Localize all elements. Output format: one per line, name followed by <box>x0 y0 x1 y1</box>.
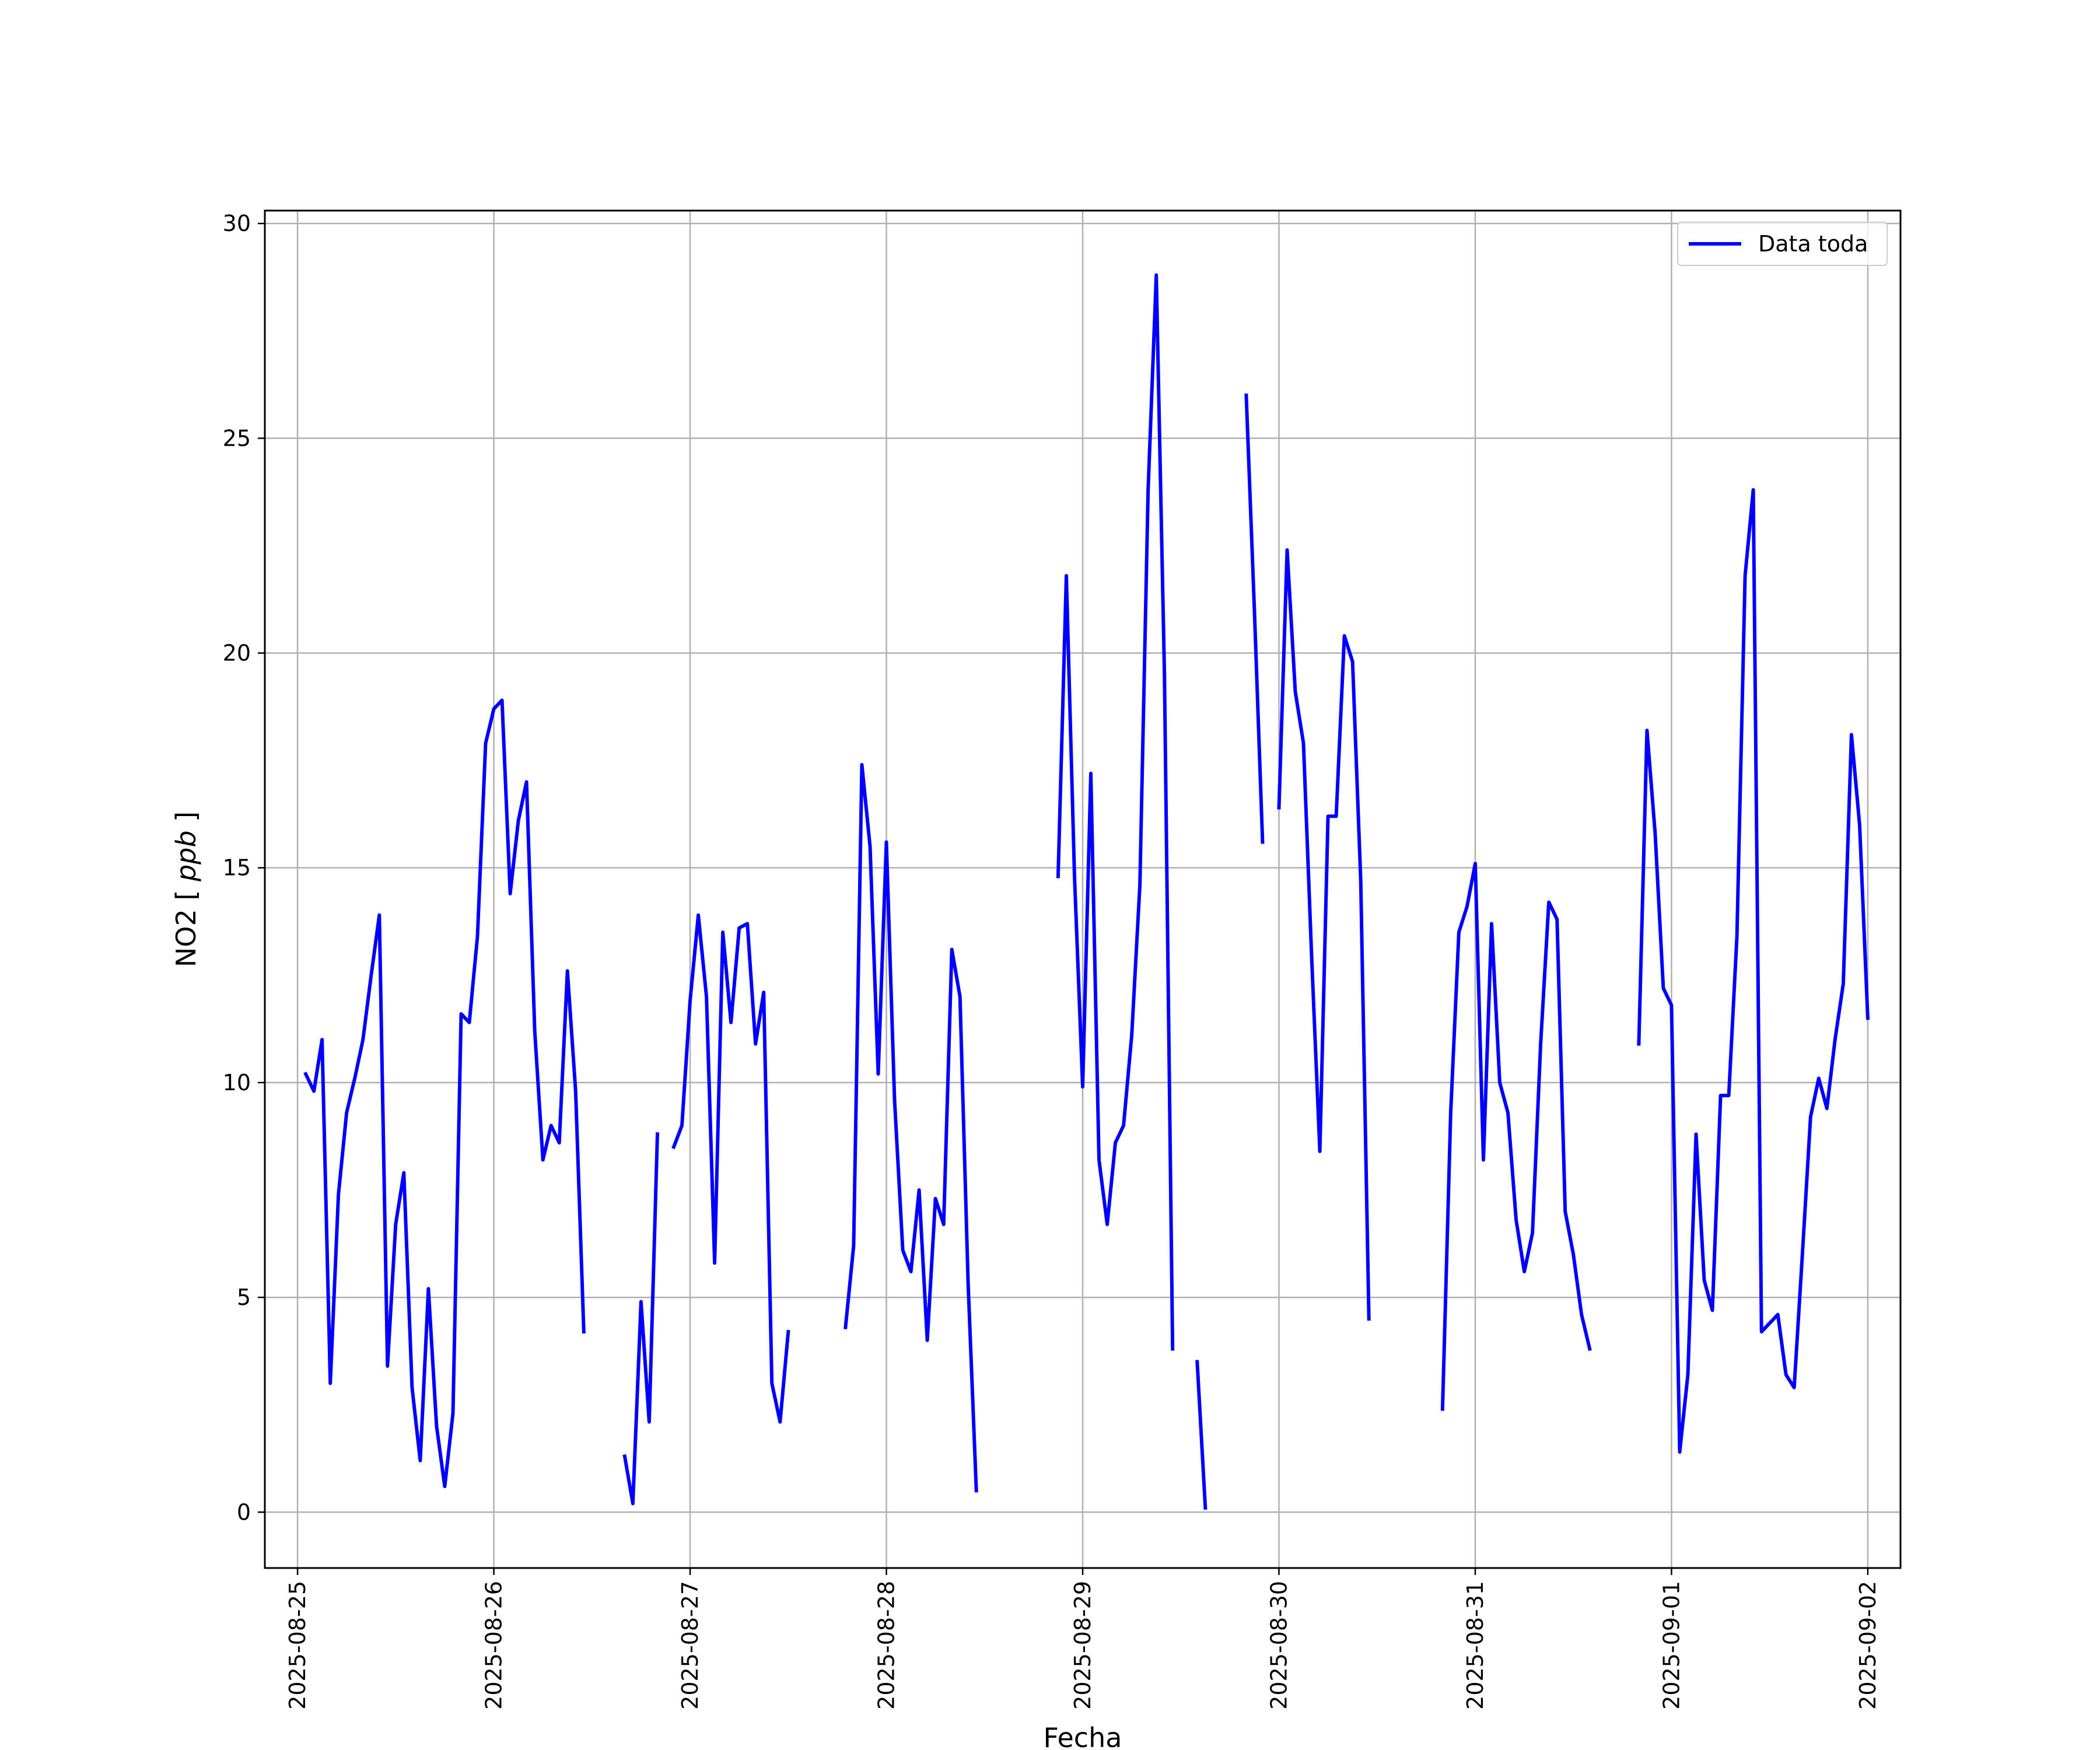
y-tick-label: 25 <box>223 425 251 451</box>
x-tick-label: 2025-09-01 <box>1658 1581 1684 1710</box>
series-line-segment <box>1244 393 1265 844</box>
series-line-segment <box>1440 862 1592 1411</box>
data-series <box>303 273 1870 1510</box>
x-axis-title: Fecha <box>1044 1722 1122 1750</box>
x-tick-label: 2025-08-25 <box>285 1581 310 1710</box>
series-line-segment <box>303 698 586 1489</box>
x-tick-label: 2025-08-27 <box>677 1581 703 1710</box>
y-tick-label: 15 <box>223 855 251 881</box>
y-axis-title-bracket-close: ] <box>170 811 202 822</box>
series-line-segment <box>844 762 978 1493</box>
y-tick-label: 0 <box>237 1499 251 1525</box>
legend-label: Data toda <box>1758 231 1868 257</box>
series-line-segment <box>1637 488 1870 1454</box>
x-tick-label: 2025-08-26 <box>481 1581 507 1710</box>
x-tick-label: 2025-08-28 <box>874 1581 900 1710</box>
y-axis-title-unit: ppb <box>170 830 202 882</box>
legend: Data toda <box>1677 222 1888 266</box>
series-line-segment <box>1277 548 1371 1321</box>
series-line-segment <box>671 913 790 1424</box>
x-tick-label: 2025-08-30 <box>1266 1581 1292 1710</box>
axis-ticks: 0 5 10 15 20 25 30 2025-08-25 2025-08-26 2025-08-… <box>223 211 1881 1710</box>
legend-box <box>1677 222 1888 266</box>
y-tick-label: 5 <box>237 1284 251 1310</box>
y-tick-label: 20 <box>223 640 251 666</box>
y-axis-title-bracket-open: [ <box>170 890 202 901</box>
series-line-segment <box>622 1132 660 1506</box>
y-tick-label: 30 <box>223 211 251 236</box>
series-line-segment <box>1056 273 1175 1351</box>
x-tick-label: 2025-09-02 <box>1855 1581 1881 1710</box>
x-tick-label: 2025-08-29 <box>1070 1581 1096 1710</box>
y-axis-title-main: NO2 <box>170 909 202 967</box>
y-tick-label: 10 <box>223 1070 251 1096</box>
series-line-segment <box>1195 1360 1208 1510</box>
y-axis-title: NO2 [ ppb ] <box>170 811 202 967</box>
x-tick-label: 2025-08-31 <box>1462 1581 1488 1710</box>
